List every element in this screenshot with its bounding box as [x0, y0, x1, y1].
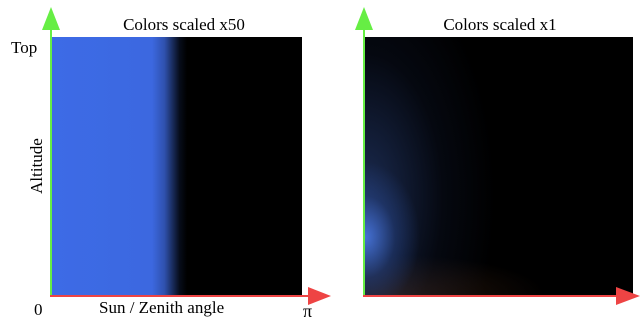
y-axis-top-label: Top [11, 38, 38, 57]
x-axis-label: Sun / Zenith angle [99, 298, 225, 317]
x-axis-origin-label: 0 [34, 300, 43, 319]
right-heatmap [365, 37, 633, 295]
right-y-axis-arrow [355, 7, 373, 30]
left-panel-title: Colors scaled x50 [123, 15, 245, 34]
y-axis-label: Altitude [27, 138, 46, 194]
left-heatmap [52, 37, 302, 295]
right-panel-title: Colors scaled x1 [443, 15, 557, 34]
x-axis-end-label: π [303, 301, 313, 321]
left-y-axis-arrow [42, 7, 60, 30]
